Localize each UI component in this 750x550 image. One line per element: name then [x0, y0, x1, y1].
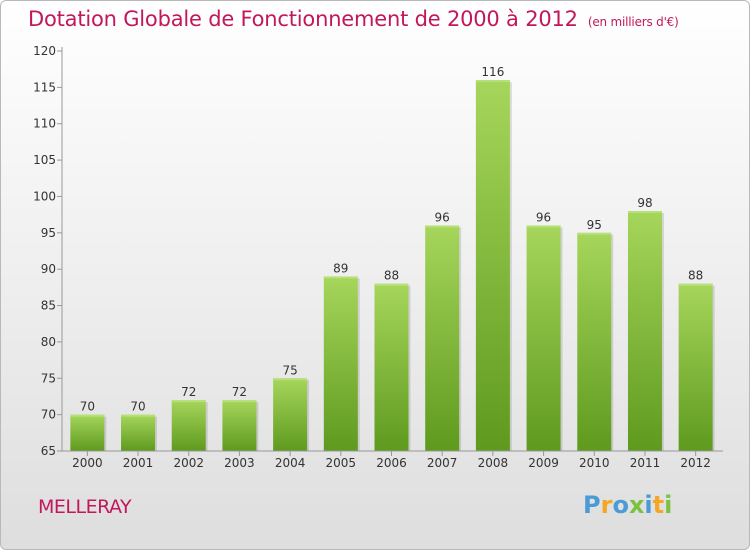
y-axis-ticks: 65 70 75 80 85 90 95 100 105 110 115 120 [33, 44, 62, 458]
x-tick-label: 2003 [224, 456, 255, 470]
bar-value-label: 89 [333, 261, 348, 275]
bar [425, 225, 460, 451]
logo-letter: o [612, 491, 629, 519]
x-tick-label: 2006 [376, 456, 407, 470]
bar-value-label: 72 [181, 385, 196, 399]
y-tick-label: 85 [41, 299, 56, 313]
y-tick-label: 95 [41, 226, 56, 240]
logo-letter: x [628, 491, 645, 519]
bar-highlight [323, 276, 358, 279]
y-tick-label: 65 [41, 444, 56, 458]
bar-highlight [627, 211, 662, 213]
logo-letter: t [652, 491, 665, 519]
bar [577, 232, 612, 451]
bars [70, 80, 715, 451]
bar-highlight [577, 232, 612, 235]
bar-highlight [222, 400, 257, 403]
chart-subtitle: (en milliers d'€) [587, 15, 679, 29]
x-tick-label: 2011 [630, 456, 661, 470]
bar-highlight [678, 283, 713, 286]
bar-value-label: 96 [435, 211, 450, 225]
bar-highlight [425, 225, 460, 228]
commune-name: MELLERAY [38, 496, 132, 518]
bar-highlight [374, 283, 409, 286]
bar-value-label: 88 [384, 269, 399, 283]
x-tick-label: 2000 [72, 456, 103, 470]
logo-letter: i [644, 491, 653, 519]
x-axis-ticks: 2000 2001 2002 2003 2004 2005 2006 2007 2008 2009… [72, 451, 711, 470]
bar-value-label: 88 [688, 269, 703, 283]
y-tick-label: 120 [33, 44, 56, 58]
bar [121, 414, 156, 451]
bar-highlight [526, 225, 561, 228]
bar [374, 283, 409, 451]
bar-highlight [70, 414, 105, 417]
y-tick-label: 100 [33, 189, 56, 203]
y-tick-label: 110 [33, 117, 56, 131]
y-tick-label: 70 [41, 408, 56, 422]
logo-letter: r [600, 491, 613, 519]
bar [475, 80, 510, 451]
proxiti-logo: Proxiti [583, 491, 672, 519]
x-tick-label: 2001 [123, 456, 154, 470]
y-tick-label: 75 [41, 371, 56, 385]
bar-highlight [273, 378, 308, 381]
bar-highlight [475, 80, 510, 83]
logo-letter: i [664, 491, 673, 519]
x-tick-label: 2005 [326, 456, 357, 470]
bar-highlight [171, 400, 206, 403]
bar-value-label: 116 [481, 65, 504, 79]
chart-title-text: Dotation Globale de Fonctionnement de 20… [28, 7, 578, 31]
y-tick-label: 115 [33, 80, 56, 94]
x-tick-label: 2008 [478, 456, 509, 470]
bar [678, 283, 713, 451]
bar-value-label: 95 [587, 218, 602, 232]
bar [222, 400, 257, 451]
x-tick-label: 2009 [528, 456, 559, 470]
bar-value-labels: 70 70 72 72 75 89 88 96 116 96 95 98 88 [80, 65, 704, 414]
bar-value-label: 72 [232, 385, 247, 399]
y-tick-label: 80 [41, 335, 56, 349]
bar-highlight [121, 414, 156, 417]
y-tick-label: 90 [41, 262, 56, 276]
logo-letter: P [583, 491, 601, 519]
y-tick-label: 105 [33, 153, 56, 167]
x-tick-label: 2002 [173, 456, 204, 470]
x-tick-label: 2012 [680, 456, 711, 470]
bar [70, 414, 105, 451]
bar-value-label: 70 [80, 400, 95, 414]
bar-value-label: 70 [130, 400, 145, 414]
bar [526, 225, 561, 451]
x-tick-label: 2004 [275, 456, 306, 470]
x-tick-label: 2007 [427, 456, 458, 470]
bar-value-label: 75 [282, 363, 297, 377]
bar [171, 400, 206, 451]
bar-value-label: 98 [637, 196, 652, 210]
bar-value-label: 96 [536, 211, 551, 225]
bar [323, 276, 358, 451]
bar [627, 211, 662, 451]
chart-title: Dotation Globale de Fonctionnement de 20… [28, 7, 679, 31]
bar [273, 378, 308, 451]
x-tick-label: 2010 [579, 456, 610, 470]
